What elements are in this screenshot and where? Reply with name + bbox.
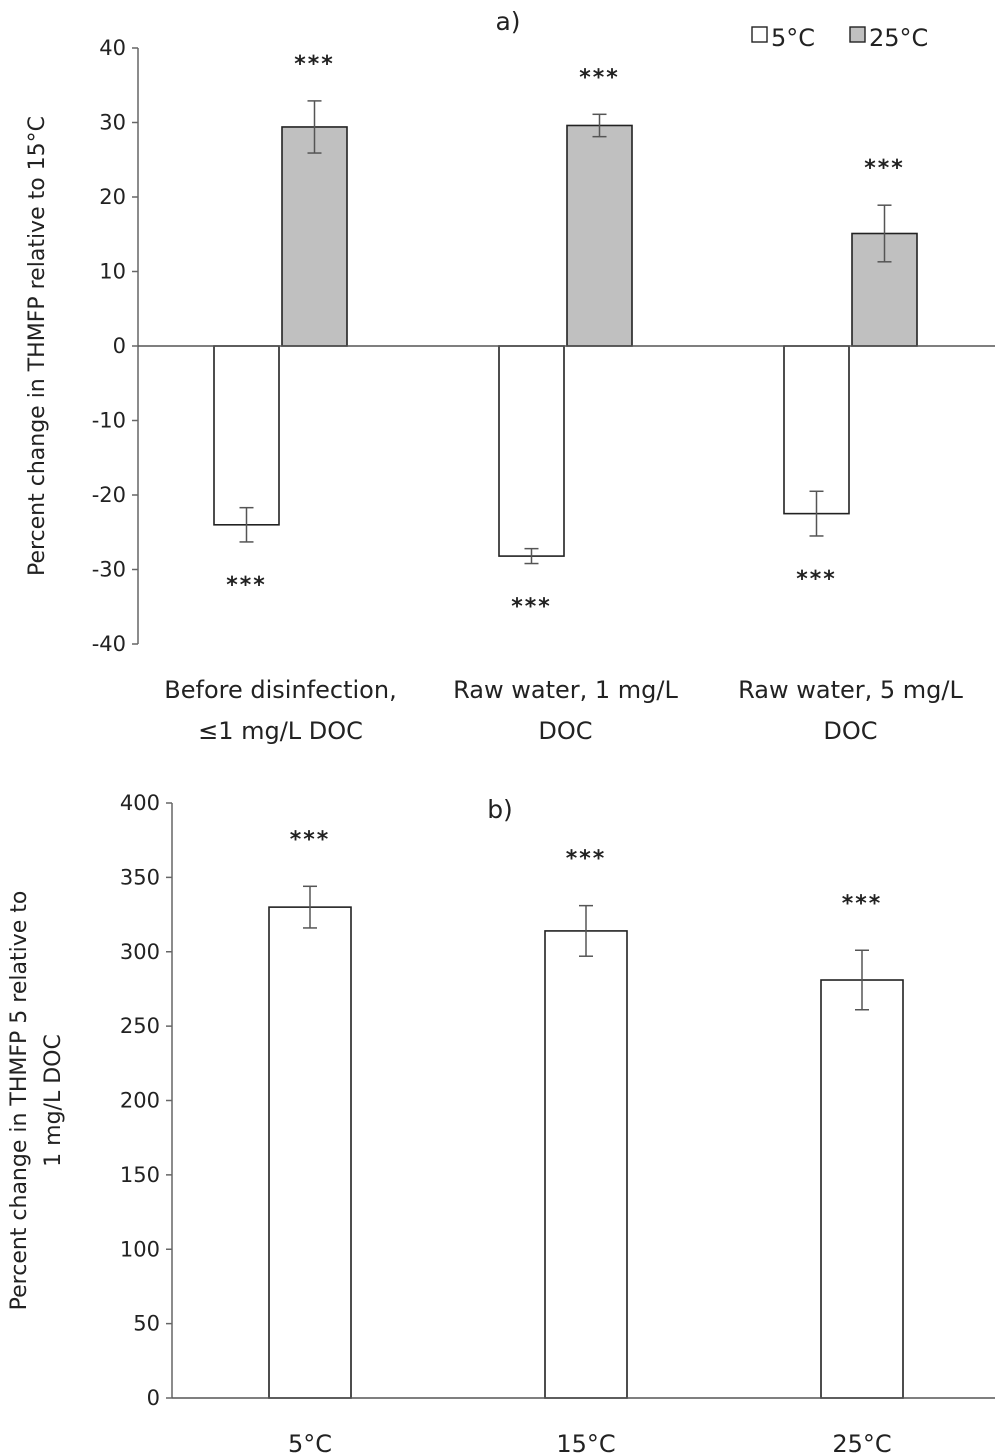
y-tick-label: 400 xyxy=(120,791,160,815)
y-tick-label: 40 xyxy=(99,36,126,60)
panel-label: a) xyxy=(495,7,520,36)
legend-label: 5°C xyxy=(771,24,815,52)
significance-label: *** xyxy=(226,573,267,598)
legend-label: 25°C xyxy=(869,24,928,52)
chart-panel-2: 400 350 300 250 200 150 100 50 0 Percent change i… xyxy=(7,791,995,1455)
y-tick-label: 300 xyxy=(120,940,160,964)
legend-swatch xyxy=(849,26,866,43)
panel-label: b) xyxy=(487,795,513,824)
bar xyxy=(268,906,352,1399)
significance-label: *** xyxy=(842,891,883,916)
x-category-label: DOC xyxy=(538,717,592,745)
x-category-label: Raw water, 1 mg/L xyxy=(453,676,678,704)
y-tick-label: -40 xyxy=(92,632,126,656)
y-tick-label: 100 xyxy=(120,1237,160,1261)
y-tick-label: 150 xyxy=(120,1163,160,1187)
significance-label: *** xyxy=(796,567,837,592)
y-tick-label: 250 xyxy=(120,1014,160,1038)
significance-label: *** xyxy=(566,847,607,872)
x-category-label: 15°C xyxy=(556,1430,615,1455)
significance-label: *** xyxy=(864,156,905,181)
significance-label: *** xyxy=(511,595,552,620)
y-axis-label: Percent change in THMFP 5 relative to 1 m… xyxy=(7,891,66,1311)
bar xyxy=(281,126,348,347)
significance-label: *** xyxy=(294,52,335,77)
y-tick-label: 20 xyxy=(99,185,126,209)
x-category-label: 25°C xyxy=(832,1430,891,1455)
x-category-label: DOC xyxy=(823,717,877,745)
y-tick-label: 10 xyxy=(99,260,126,284)
x-category-label: ≤1 mg/L DOC xyxy=(198,717,363,745)
y-tick-label: -20 xyxy=(92,483,126,507)
bar xyxy=(566,124,633,347)
y-tick-label: 350 xyxy=(120,865,160,889)
y-axis-label: Percent change in THMFP relative to 15°C xyxy=(25,116,50,576)
significance-label: *** xyxy=(579,65,620,90)
y-tick-label: 50 xyxy=(133,1312,160,1336)
legend: 5°C 25°C xyxy=(751,24,928,52)
bar xyxy=(544,930,628,1399)
y-tick-label: -10 xyxy=(92,409,126,433)
chart-panel-1: 40 30 20 10 0 -10 -20 -30 -40 Percent change in T… xyxy=(25,7,995,745)
y-tick-label: 0 xyxy=(147,1386,160,1410)
x-category-label: Before disinfection, xyxy=(164,676,396,704)
x-category-label: 5°C xyxy=(288,1430,332,1455)
y-tick-label: -30 xyxy=(92,558,126,582)
bar xyxy=(820,979,904,1399)
legend-swatch xyxy=(751,26,768,43)
bar xyxy=(783,345,850,515)
bar xyxy=(213,345,280,526)
bar xyxy=(498,345,565,557)
x-category-label: Raw water, 5 mg/L xyxy=(738,676,963,704)
y-tick-label: 0 xyxy=(113,334,126,358)
significance-label: *** xyxy=(290,827,331,852)
y-tick-label: 30 xyxy=(99,111,126,135)
y-tick-label: 200 xyxy=(120,1089,160,1113)
